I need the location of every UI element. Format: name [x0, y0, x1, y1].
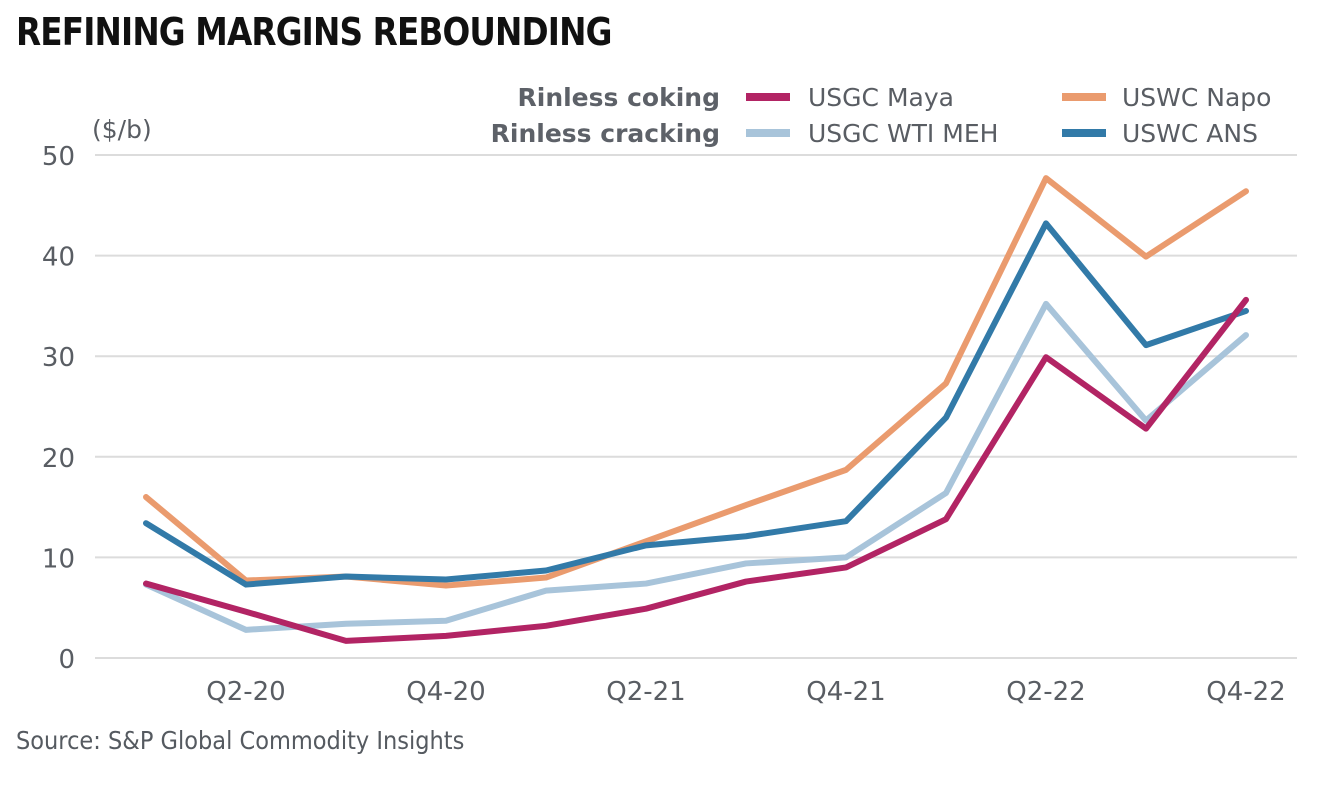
x-tick-label: Q2-22 — [1006, 677, 1085, 707]
series-line-uswc-ans — [143, 220, 1249, 588]
chart-title: REFINING MARGINS REBOUNDING — [16, 10, 612, 54]
legend-group-coking: Rinless coking — [518, 83, 721, 112]
y-tick-label: 30 — [42, 343, 75, 373]
legend-label-uswc-napo: USWC Napo — [1122, 83, 1271, 112]
source-note: Source: S&P Global Commodity Insights — [16, 726, 465, 755]
series-line-usgc-maya — [143, 296, 1249, 644]
legend-label-usgc-wti-meh: USGC WTI MEH — [808, 119, 998, 148]
x-tick-label: Q2-21 — [606, 677, 685, 707]
y-tick-label: 50 — [42, 142, 75, 172]
series-lines — [143, 175, 1249, 644]
legend-label-usgc-maya: USGC Maya — [808, 83, 954, 112]
x-tick-label: Q4-20 — [406, 677, 485, 707]
y-tick-label: 0 — [58, 645, 75, 675]
y-tick-label: 10 — [42, 544, 75, 574]
gridlines — [95, 154, 1297, 659]
x-axis-ticks: Q2-20 Q4-20 Q2-21 Q4-21 Q2-22 Q4-22 — [206, 677, 1285, 707]
legend-group-cracking: Rinless cracking — [491, 119, 720, 148]
y-tick-label: 40 — [42, 243, 75, 273]
legend-label-uswc-ans: USWC ANS — [1122, 119, 1258, 148]
x-tick-label: Q4-21 — [806, 677, 885, 707]
series-line-usgc-wti-meh — [143, 300, 1249, 633]
x-tick-label: Q4-22 — [1206, 677, 1285, 707]
y-axis-unit-label: ($/b) — [92, 115, 152, 144]
x-tick-label: Q2-20 — [206, 677, 285, 707]
y-axis-ticks: 0 10 20 30 40 50 — [42, 142, 75, 675]
y-tick-label: 20 — [42, 444, 75, 474]
legend: Rinless coking Rinless cracking USGC May… — [491, 83, 1272, 148]
